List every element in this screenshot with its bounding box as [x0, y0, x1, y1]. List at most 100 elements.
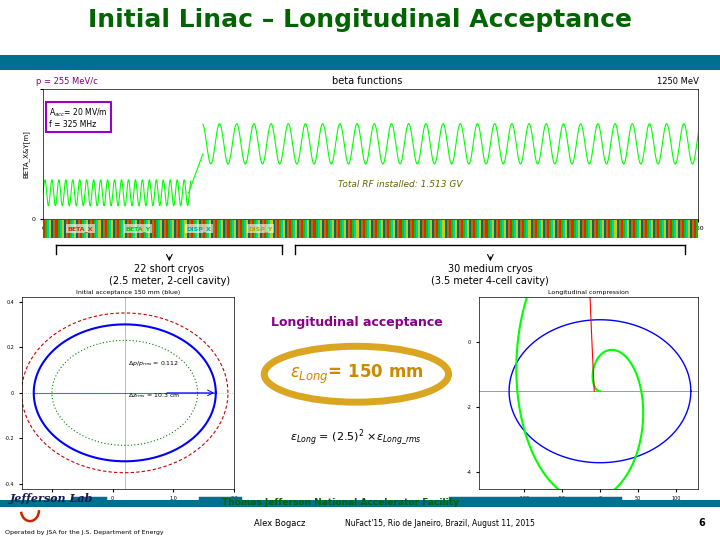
- Bar: [420, 220, 422, 238]
- Bar: [101, 220, 102, 238]
- Bar: [455, 220, 456, 238]
- Bar: [676, 220, 678, 238]
- Bar: [428, 220, 430, 238]
- Text: p = 255 MeV/c: p = 255 MeV/c: [36, 77, 98, 85]
- Bar: [657, 220, 660, 238]
- Bar: [211, 220, 213, 238]
- Bar: [58, 220, 60, 238]
- Bar: [145, 220, 148, 238]
- Bar: [312, 220, 313, 238]
- Bar: [536, 220, 539, 238]
- Bar: [301, 220, 303, 238]
- Bar: [616, 220, 618, 238]
- Bar: [203, 220, 205, 238]
- Bar: [332, 220, 334, 238]
- Bar: [246, 220, 248, 238]
- Text: $\Delta p/p_{rms}$ = 0.112: $\Delta p/p_{rms}$ = 0.112: [127, 360, 179, 368]
- Bar: [383, 220, 385, 238]
- Bar: [508, 220, 510, 238]
- Text: beta functions: beta functions: [332, 76, 402, 86]
- Bar: [119, 220, 121, 238]
- Bar: [176, 220, 179, 238]
- Bar: [186, 220, 189, 238]
- Text: 6: 6: [698, 518, 705, 528]
- Bar: [375, 220, 377, 238]
- Bar: [262, 220, 264, 238]
- Bar: [414, 220, 416, 238]
- Bar: [688, 220, 690, 238]
- Bar: [281, 220, 283, 238]
- Bar: [184, 220, 186, 238]
- Bar: [191, 220, 193, 238]
- Bar: [244, 220, 246, 238]
- Bar: [565, 220, 567, 238]
- Bar: [449, 220, 451, 238]
- Bar: [369, 220, 371, 238]
- Bar: [140, 220, 141, 238]
- Bar: [256, 220, 258, 238]
- Bar: [629, 220, 631, 238]
- Bar: [623, 220, 625, 238]
- Bar: [78, 220, 80, 238]
- Bar: [577, 220, 580, 238]
- Bar: [127, 220, 129, 238]
- Bar: [264, 220, 266, 238]
- Bar: [152, 220, 154, 238]
- Bar: [160, 220, 162, 238]
- Bar: [170, 220, 172, 238]
- Bar: [215, 220, 217, 238]
- Bar: [194, 220, 197, 238]
- Text: Total RF installed: 1.513 GV: Total RF installed: 1.513 GV: [338, 180, 462, 189]
- Bar: [154, 220, 156, 238]
- Bar: [324, 220, 325, 238]
- Bar: [602, 220, 604, 238]
- Bar: [557, 220, 559, 238]
- Text: BETA_Y: BETA_Y: [125, 226, 150, 232]
- Bar: [512, 220, 514, 238]
- Bar: [359, 220, 361, 238]
- Bar: [545, 220, 547, 238]
- Bar: [320, 220, 322, 238]
- Bar: [588, 220, 590, 238]
- Bar: [285, 220, 287, 238]
- Bar: [485, 220, 487, 238]
- Text: BETA_X: BETA_X: [68, 226, 94, 232]
- Bar: [598, 220, 600, 238]
- Bar: [482, 220, 483, 238]
- Text: DISP_X: DISP_X: [186, 226, 212, 232]
- Bar: [283, 220, 285, 238]
- Bar: [502, 220, 504, 238]
- Bar: [596, 220, 598, 238]
- Bar: [514, 220, 516, 238]
- Bar: [475, 220, 477, 238]
- Bar: [580, 220, 582, 238]
- Bar: [524, 220, 526, 238]
- Bar: [291, 220, 293, 238]
- Bar: [225, 220, 228, 238]
- Bar: [55, 220, 58, 238]
- Bar: [220, 220, 221, 238]
- Text: Thomas Jefferson National Accelerator Facility: Thomas Jefferson National Accelerator Fa…: [222, 498, 459, 507]
- Bar: [592, 220, 594, 238]
- Bar: [179, 220, 181, 238]
- Bar: [572, 220, 574, 238]
- Bar: [223, 220, 225, 238]
- Text: Longitudinal acceptance: Longitudinal acceptance: [271, 315, 442, 328]
- Bar: [443, 220, 444, 238]
- Bar: [400, 220, 402, 238]
- Bar: [444, 220, 446, 238]
- Bar: [354, 220, 356, 238]
- Bar: [307, 220, 310, 238]
- Bar: [346, 220, 348, 238]
- Bar: [494, 220, 495, 238]
- Bar: [293, 220, 295, 238]
- Bar: [422, 220, 424, 238]
- Bar: [402, 220, 403, 238]
- Bar: [148, 220, 150, 238]
- Bar: [690, 220, 692, 238]
- Bar: [217, 220, 220, 238]
- Bar: [310, 220, 312, 238]
- Bar: [495, 220, 498, 238]
- Bar: [682, 220, 684, 238]
- Bar: [633, 220, 635, 238]
